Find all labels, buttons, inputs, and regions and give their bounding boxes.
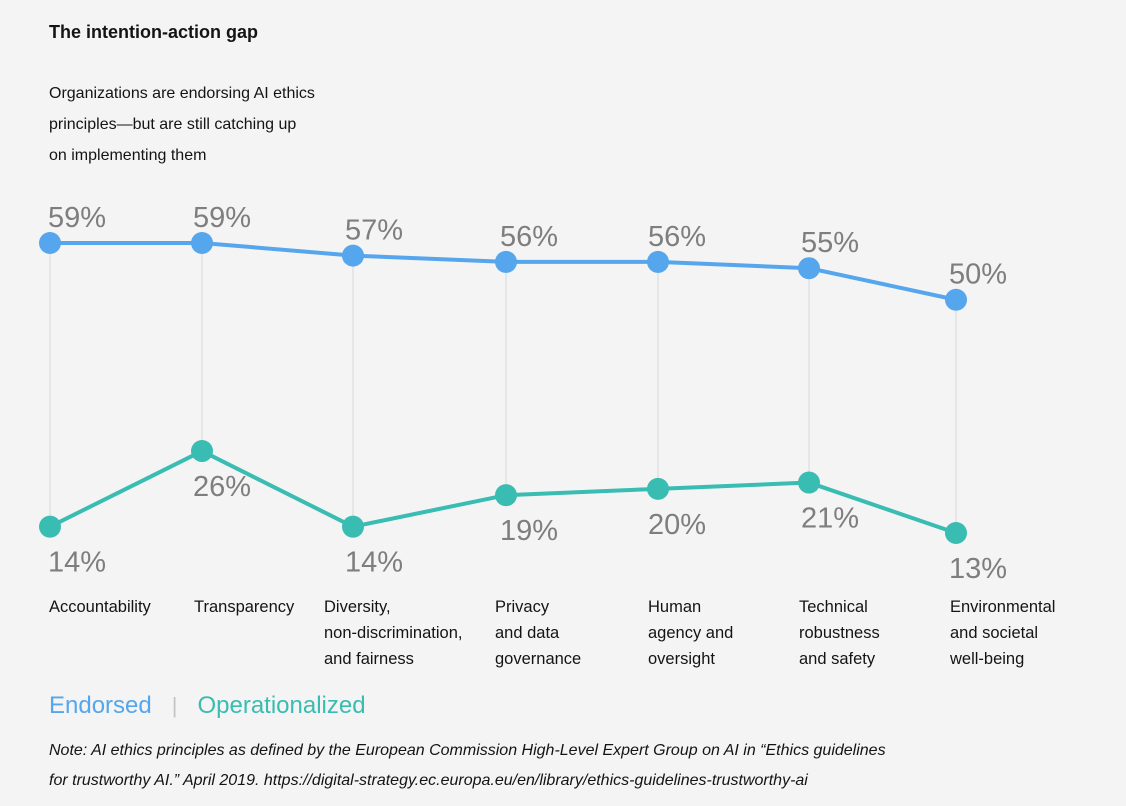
endorsed-data-point [798,257,820,280]
endorsed-value-label: 59% [193,202,251,234]
category-label: Transparency [194,598,295,616]
operationalized-data-point [342,515,364,538]
operationalized-value-label: 14% [48,547,106,579]
legend-separator: | [171,693,178,718]
operationalized-data-point [647,477,669,500]
endorsed-data-point [191,232,213,254]
operationalized-value-label: 21% [801,503,859,535]
endorsed-data-point [495,250,517,273]
operationalized-data-point [945,521,967,544]
category-label: Technical robustness and safety [799,598,880,668]
operationalized-value-label: 19% [500,515,558,547]
endorsed-value-label: 56% [648,221,706,253]
operationalized-value-label: 20% [648,509,706,541]
endorsed-value-label: 57% [345,215,403,247]
operationalized-value-label: 13% [949,553,1007,585]
endorsed-data-point [647,250,669,273]
line-chart-canvas: 59% 59% 57% 56% 56% 55% 50% 14% 26% 14% 19% 20% 21% 1… [39,202,1055,668]
operationalized-data-point [39,515,61,538]
chart-subtitle: Organizations are endorsing AI ethics pr… [49,85,315,164]
endorsed-data-point [39,232,61,254]
operationalized-value-label: 14% [345,547,403,579]
chart-legend: Endorsed | Operationalized [49,692,366,720]
endorsed-value-label: 55% [801,227,859,259]
category-label: Environmental and societal well-being [949,598,1055,668]
endorsed-value-label: 56% [500,221,558,253]
category-label: Privacy and data governance [495,598,581,668]
endorsed-data-point [945,288,967,311]
endorsed-value-label: 50% [949,259,1007,291]
operationalized-value-label: 26% [193,471,251,503]
endorsed-data-point [342,244,364,267]
legend-endorsed-label: Endorsed [49,692,152,719]
category-label: Diversity, non-discrimination, and fairnes… [324,598,462,668]
endorsed-value-label: 59% [48,202,106,234]
category-label: Human agency and oversight [648,598,733,668]
operationalized-data-point [495,484,517,507]
operationalized-data-point [798,471,820,494]
category-label: Accountability [49,598,152,616]
source-note: Note: AI ethics principles as defined by… [49,742,886,789]
operationalized-data-point [191,440,213,463]
chart-title: The intention-action gap [49,22,258,42]
legend-operationalized-label: Operationalized [197,692,366,719]
